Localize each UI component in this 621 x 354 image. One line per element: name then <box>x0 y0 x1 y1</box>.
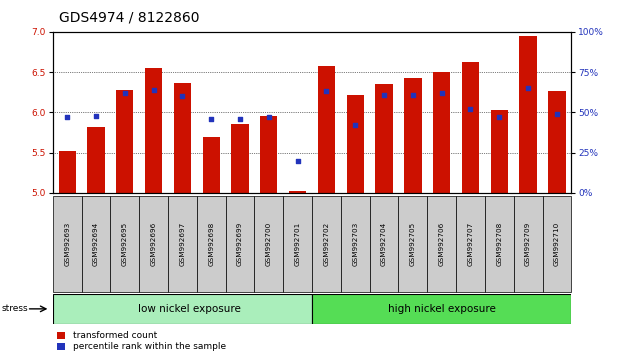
Legend: transformed count, percentile rank within the sample: transformed count, percentile rank withi… <box>57 331 226 351</box>
Bar <box>53 294 312 324</box>
Bar <box>111 196 139 292</box>
Bar <box>318 66 335 193</box>
Bar <box>53 196 81 292</box>
Text: GDS4974 / 8122860: GDS4974 / 8122860 <box>59 11 199 25</box>
Point <box>466 106 476 112</box>
Bar <box>312 294 571 324</box>
Bar <box>255 196 283 292</box>
Bar <box>283 196 312 292</box>
Text: GSM992703: GSM992703 <box>352 222 358 266</box>
Text: GSM992694: GSM992694 <box>93 222 99 266</box>
Bar <box>168 196 197 292</box>
Bar <box>116 90 134 193</box>
Point <box>62 114 72 120</box>
Bar <box>519 36 537 193</box>
Point <box>206 116 216 122</box>
Bar <box>369 196 399 292</box>
Text: GSM992706: GSM992706 <box>438 222 445 266</box>
Point <box>350 122 360 128</box>
Text: GSM992700: GSM992700 <box>266 222 272 266</box>
Bar <box>548 91 566 193</box>
Bar <box>174 84 191 193</box>
Bar <box>433 72 450 193</box>
Point <box>148 87 158 93</box>
Bar <box>260 116 278 193</box>
Point <box>264 114 274 120</box>
Point <box>292 158 302 164</box>
Point <box>523 85 533 91</box>
Bar <box>514 196 543 292</box>
Bar <box>341 196 369 292</box>
Bar <box>491 110 508 193</box>
Bar <box>376 84 392 193</box>
Bar <box>58 151 76 193</box>
Bar <box>88 127 104 193</box>
Text: GSM992696: GSM992696 <box>151 222 156 266</box>
Text: GSM992709: GSM992709 <box>525 222 531 266</box>
Bar <box>232 125 248 193</box>
Text: low nickel exposure: low nickel exposure <box>138 304 241 314</box>
Point <box>379 92 389 97</box>
Bar <box>289 191 306 193</box>
Bar <box>225 196 255 292</box>
Bar <box>543 196 571 292</box>
Text: GSM992708: GSM992708 <box>496 222 502 266</box>
Text: GSM992701: GSM992701 <box>294 222 301 266</box>
Bar <box>145 68 162 193</box>
Bar <box>81 196 111 292</box>
Bar <box>202 137 220 193</box>
Text: GSM992710: GSM992710 <box>554 222 560 266</box>
Point <box>408 92 418 97</box>
Bar <box>427 196 456 292</box>
Point <box>178 93 188 99</box>
Bar <box>139 196 168 292</box>
Bar <box>399 196 427 292</box>
Bar <box>462 62 479 193</box>
Bar <box>312 196 341 292</box>
Point <box>91 113 101 119</box>
Bar <box>347 95 364 193</box>
Text: GSM992704: GSM992704 <box>381 222 387 266</box>
Point <box>494 114 504 120</box>
Text: GSM992693: GSM992693 <box>64 222 70 266</box>
Bar <box>404 78 422 193</box>
Point <box>120 90 130 96</box>
Point <box>437 90 446 96</box>
Text: GSM992698: GSM992698 <box>208 222 214 266</box>
Text: GSM992695: GSM992695 <box>122 222 128 266</box>
Bar <box>197 196 225 292</box>
Point <box>235 116 245 122</box>
Text: GSM992697: GSM992697 <box>179 222 186 266</box>
Text: GSM992702: GSM992702 <box>324 222 330 266</box>
Bar <box>485 196 514 292</box>
Text: GSM992699: GSM992699 <box>237 222 243 266</box>
Point <box>322 88 332 94</box>
Point <box>552 111 562 117</box>
Bar <box>456 196 485 292</box>
Text: GSM992705: GSM992705 <box>410 222 416 266</box>
Text: stress: stress <box>2 304 29 313</box>
Text: high nickel exposure: high nickel exposure <box>388 304 496 314</box>
Text: GSM992707: GSM992707 <box>468 222 473 266</box>
